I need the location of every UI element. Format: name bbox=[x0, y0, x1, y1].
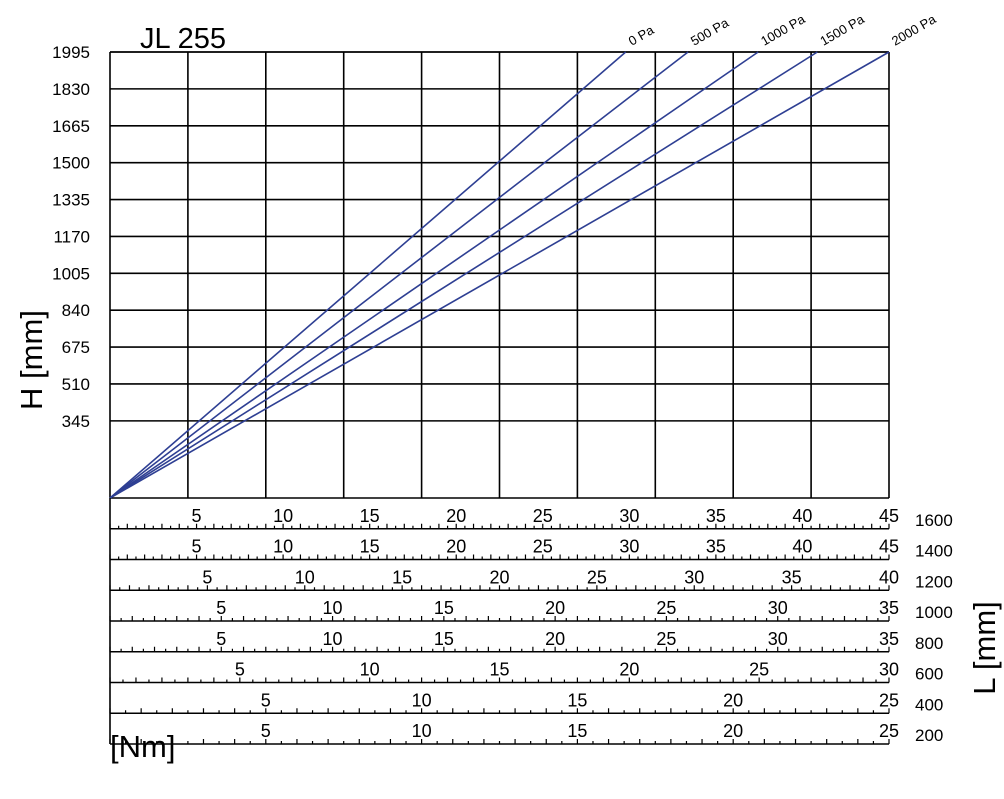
scale-tick-label: 15 bbox=[489, 660, 509, 680]
scale-tick-label: 40 bbox=[792, 537, 812, 557]
scale-tick-label: 25 bbox=[749, 660, 769, 680]
series-label: 2000 Pa bbox=[889, 11, 939, 49]
y-tick-label: 1335 bbox=[52, 191, 90, 210]
scale-tick-label: 35 bbox=[879, 598, 899, 618]
scale-tick-label: 15 bbox=[567, 690, 587, 710]
scale-tick-label: 35 bbox=[706, 537, 726, 557]
scale-tick-label: 30 bbox=[879, 660, 899, 680]
scale-tick-label: 25 bbox=[879, 690, 899, 710]
scale-tick-label: 5 bbox=[235, 660, 245, 680]
scale-tick-label: 35 bbox=[706, 506, 726, 526]
y-tick-label: 510 bbox=[62, 375, 90, 394]
torque-scales: 5 10 15 20 25 30 35 40 455 10 15 20 25 30 35 40 455 10 15 2… bbox=[109, 498, 899, 745]
scale-tick-label: 10 bbox=[273, 537, 293, 557]
series-label: 500 Pa bbox=[688, 15, 732, 49]
scale-tick-label: 5 bbox=[216, 598, 226, 618]
scale-tick-label: 10 bbox=[273, 506, 293, 526]
scale-tick-label: 5 bbox=[202, 567, 212, 587]
scale-tick-label: 30 bbox=[619, 537, 639, 557]
scale-tick-label: 15 bbox=[434, 629, 454, 649]
scale-tick-label: 20 bbox=[723, 721, 743, 741]
scale-tick-label: 25 bbox=[656, 598, 676, 618]
y-tick-label: 1830 bbox=[52, 80, 90, 99]
scale-length-label: 800 bbox=[915, 634, 943, 653]
scale-tick-label: 25 bbox=[533, 537, 553, 557]
scale-length-label: 1000 bbox=[915, 603, 953, 622]
series-line bbox=[109, 51, 759, 499]
series-labels: 0 Pa 500 Pa 1000 Pa 1500 Pa 2000 Pa bbox=[626, 11, 939, 49]
scale-tick-label: 5 bbox=[261, 721, 271, 741]
scale-tick-label: 15 bbox=[360, 537, 380, 557]
scale-tick-label: 35 bbox=[879, 629, 899, 649]
y-tick-labels: 345 510 675 840 1005 1170 1335 1500 1665 1830 1995 bbox=[52, 43, 90, 431]
scale-tick-label: 15 bbox=[434, 598, 454, 618]
y-tick-label: 345 bbox=[62, 412, 90, 431]
scale-tick-label: 35 bbox=[782, 567, 802, 587]
series-line bbox=[109, 51, 818, 499]
scale-tick-label: 10 bbox=[323, 598, 343, 618]
y-tick-label: 1170 bbox=[53, 227, 90, 246]
scale-tick-label: 20 bbox=[723, 690, 743, 710]
scale-tick-label: 45 bbox=[879, 506, 899, 526]
scale-tick-label: 40 bbox=[879, 567, 899, 587]
series-lines bbox=[109, 51, 890, 499]
scale-tick-label: 25 bbox=[587, 567, 607, 587]
scale-length-label: 600 bbox=[915, 665, 943, 684]
scale-tick-label: 20 bbox=[545, 629, 565, 649]
y-tick-label: 1995 bbox=[52, 43, 90, 62]
scale-tick-label: 20 bbox=[446, 506, 466, 526]
series-line bbox=[109, 51, 627, 499]
scale-tick-label: 20 bbox=[446, 537, 466, 557]
scale-tick-label: 5 bbox=[261, 690, 271, 710]
scale-tick-label: 10 bbox=[323, 629, 343, 649]
scale-tick-label: 20 bbox=[489, 567, 509, 587]
scale-tick-label: 40 bbox=[792, 506, 812, 526]
y-tick-label: 1665 bbox=[52, 117, 90, 136]
scale-tick-label: 45 bbox=[879, 537, 899, 557]
y-tick-label: 1500 bbox=[52, 154, 90, 173]
chart-title: JL 255 bbox=[140, 23, 226, 55]
y-axis-title: H [mm] bbox=[14, 310, 49, 410]
scale-tick-label: 10 bbox=[360, 660, 380, 680]
scale-length-label: 200 bbox=[915, 726, 943, 745]
scale-tick-label: 30 bbox=[768, 629, 788, 649]
scale-tick-label: 5 bbox=[192, 537, 202, 557]
scale-tick-label: 25 bbox=[879, 721, 899, 741]
scale-length-label: 1600 bbox=[915, 511, 953, 530]
scale-tick-label: 30 bbox=[684, 567, 704, 587]
scale-length-labels: 1600 1400 1200 1000 800 600 400 200 bbox=[915, 511, 953, 745]
series-label: 1500 Pa bbox=[817, 11, 867, 49]
series-label: 0 Pa bbox=[626, 22, 657, 49]
y-tick-label: 1005 bbox=[52, 264, 90, 283]
scale-tick-label: 5 bbox=[216, 629, 226, 649]
scale-tick-label: 25 bbox=[656, 629, 676, 649]
x-axis-title: [Nm] bbox=[110, 729, 175, 764]
scale-tick-label: 25 bbox=[533, 506, 553, 526]
scale-tick-label: 15 bbox=[567, 721, 587, 741]
scale-tick-label: 10 bbox=[412, 721, 432, 741]
scale-length-label: 1400 bbox=[915, 542, 953, 561]
y-tick-label: 675 bbox=[62, 338, 90, 357]
y-tick-label: 840 bbox=[62, 301, 90, 320]
scale-tick-label: 20 bbox=[619, 660, 639, 680]
scale-tick-label: 20 bbox=[545, 598, 565, 618]
scale-tick-label: 10 bbox=[412, 690, 432, 710]
series-label: 1000 Pa bbox=[758, 11, 808, 49]
scale-tick-label: 30 bbox=[768, 598, 788, 618]
scale-tick-label: 10 bbox=[295, 567, 315, 587]
scale-axis-title: L [mm] bbox=[967, 601, 1002, 695]
scale-tick-label: 5 bbox=[192, 506, 202, 526]
scale-tick-label: 30 bbox=[619, 506, 639, 526]
scale-length-label: 400 bbox=[915, 695, 943, 714]
series-line bbox=[109, 51, 689, 499]
series-line bbox=[109, 51, 890, 499]
scale-length-label: 1200 bbox=[915, 572, 953, 591]
scale-tick-label: 15 bbox=[360, 506, 380, 526]
scale-tick-label: 15 bbox=[392, 567, 412, 587]
